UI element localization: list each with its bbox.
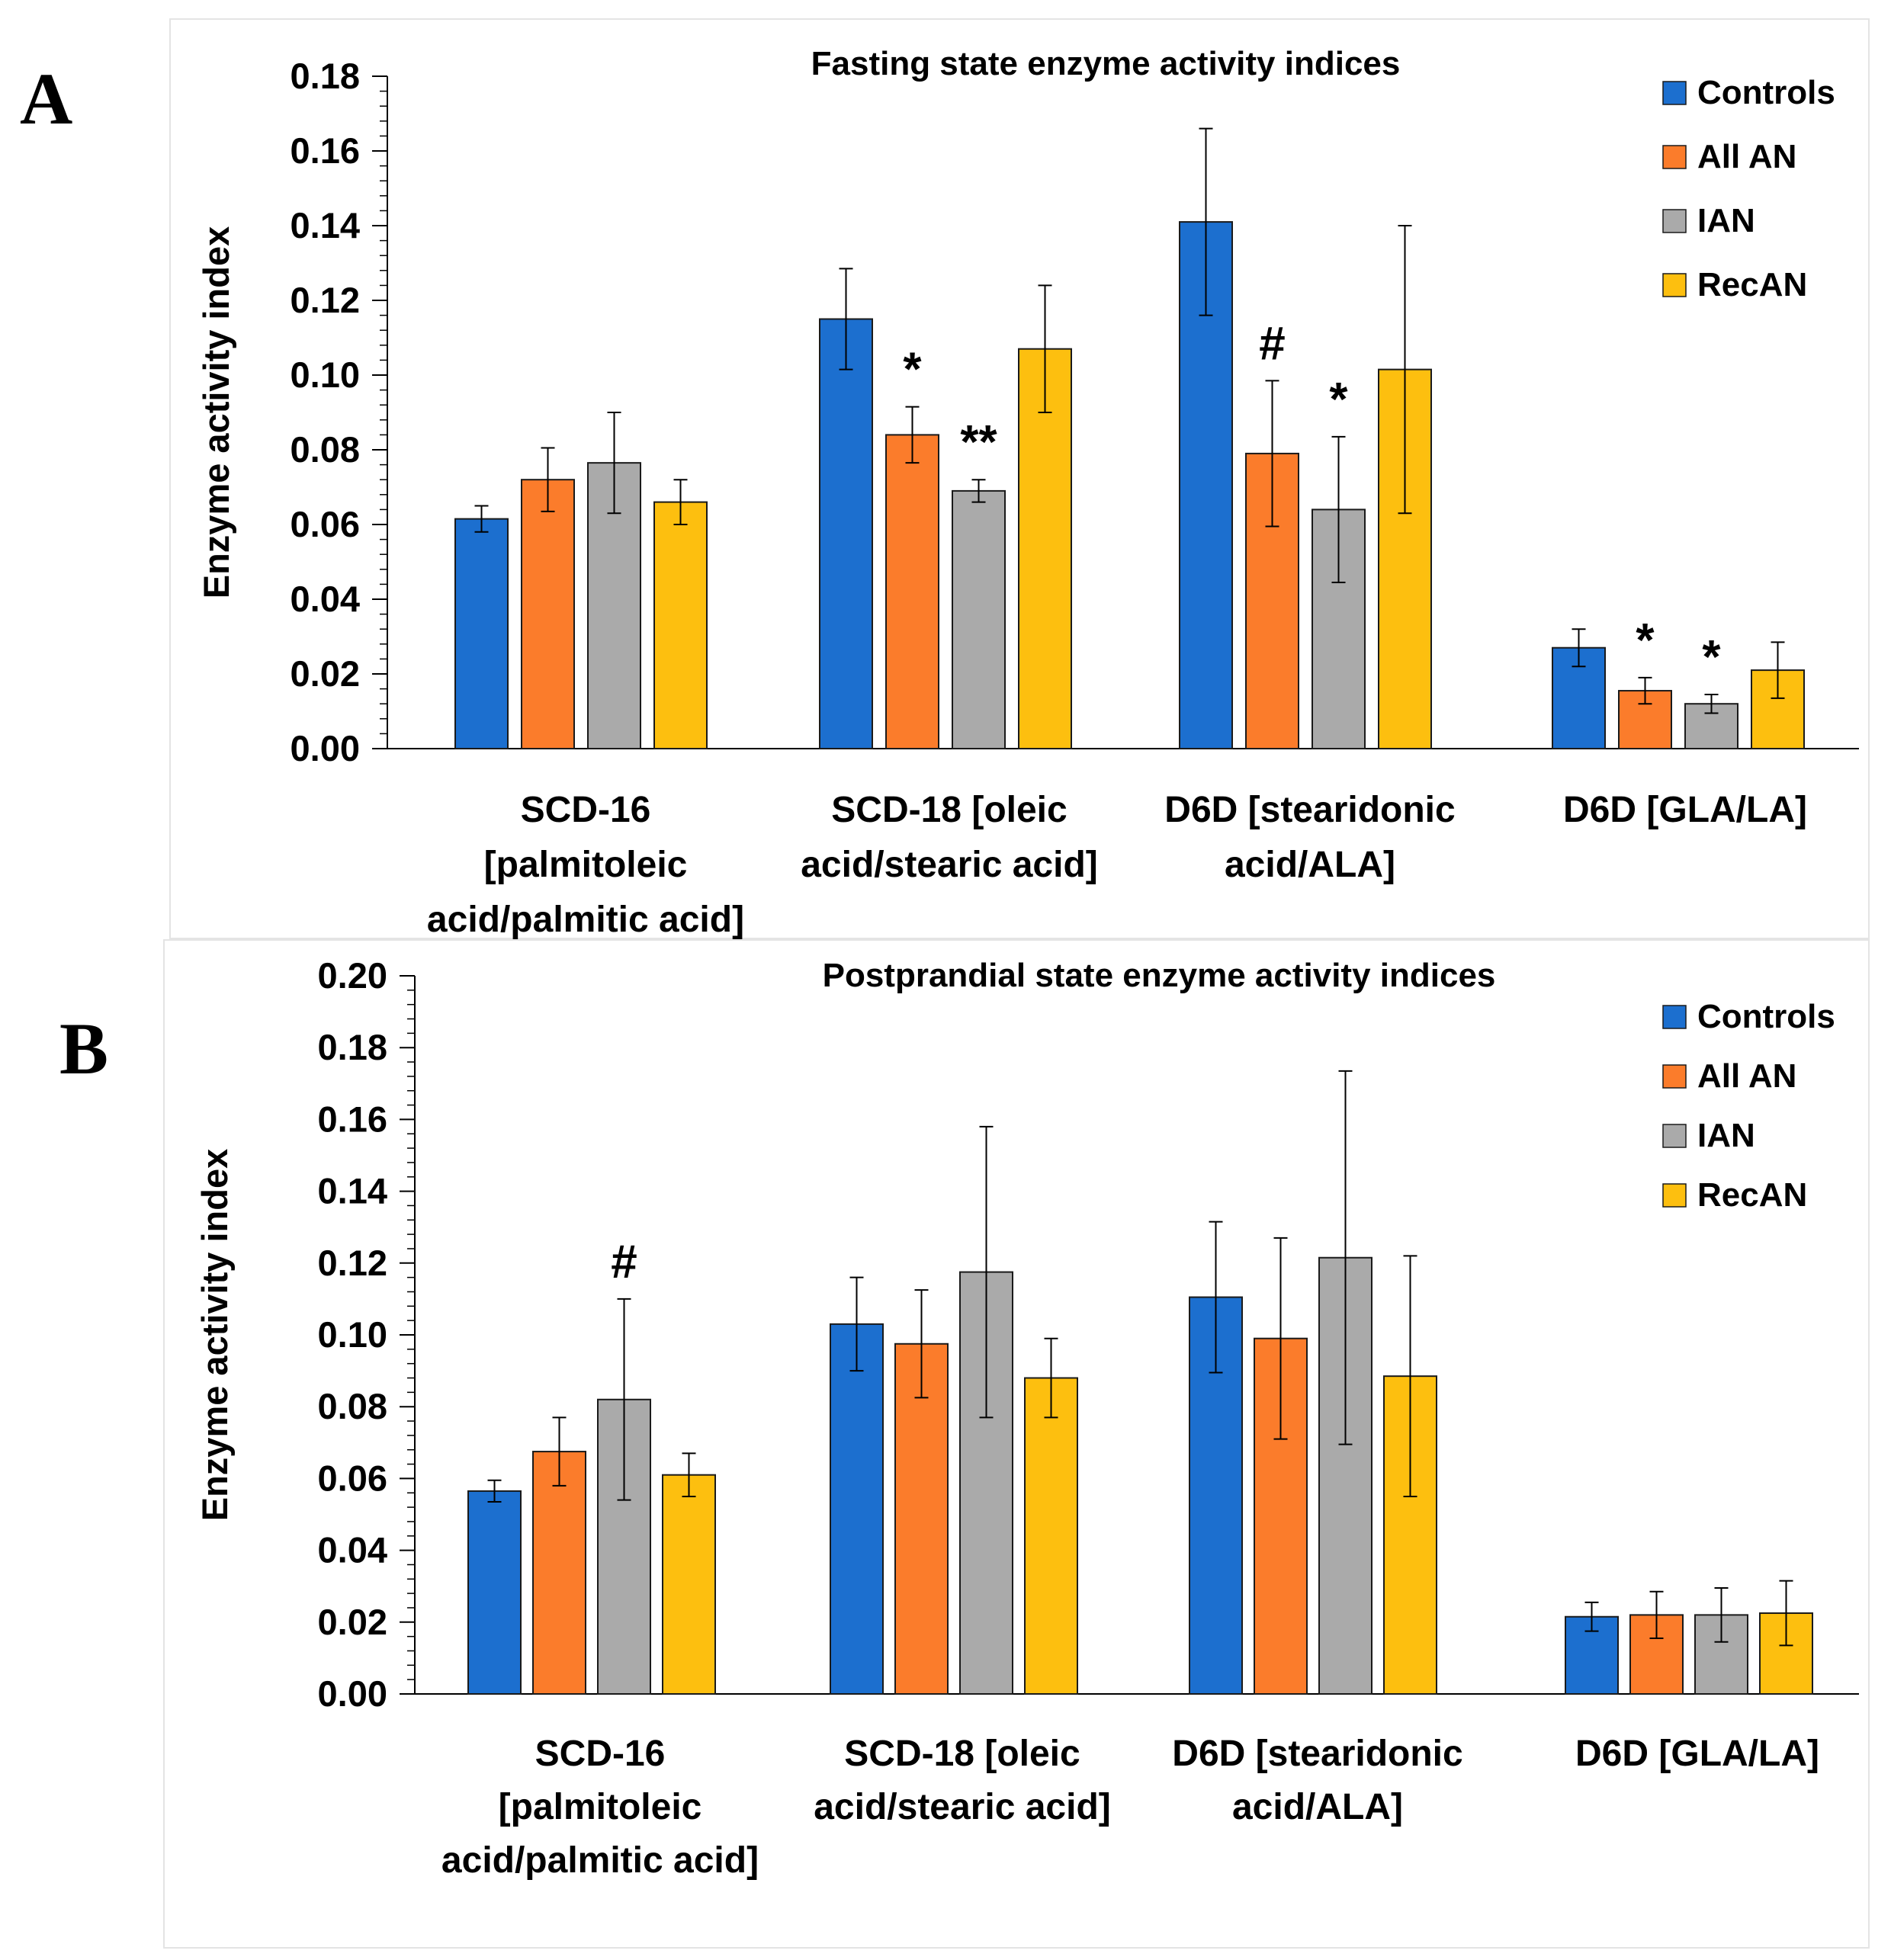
y-tick-label: 0.12 [318,1243,387,1283]
significance-marker: # [611,1236,637,1288]
category-label: acid/palmitic acid] [427,900,744,940]
bar [1759,1612,1813,1695]
y-tick-label: 0.14 [291,205,360,245]
category-label: SCD-18 [oleic [844,1734,1080,1774]
significance-marker: # [1259,317,1285,370]
y-tick-label: 0.14 [318,1171,387,1211]
category-label: acid/stearic acid] [801,845,1098,885]
bar [662,1474,716,1695]
legend-swatch [1662,1064,1687,1089]
significance-marker: * [1702,631,1721,684]
bar [653,501,708,749]
significance-marker: ** [960,416,997,469]
bar [1018,348,1072,749]
category-label: [palmitoleic [484,845,688,885]
y-tick-label: 0.10 [291,354,360,395]
category-label: acid/stearic acid] [814,1787,1111,1827]
category-label: SCD-16 [535,1734,666,1774]
panel-letter-a: A [20,58,73,140]
y-tick-label: 0.08 [291,429,360,470]
y-tick-label: 0.04 [291,579,360,619]
legend-label: RecAN [1697,266,1807,303]
legend-swatch [1662,145,1687,169]
legend-swatch [1662,209,1687,233]
chart-title: Postprandial state enzyme activity indic… [823,957,1496,994]
y-tick-label: 0.06 [291,504,360,544]
bar [952,489,1006,750]
panel-b-frame [163,939,1870,1949]
y-tick-label: 0.06 [318,1458,387,1498]
y-tick-label: 0.02 [291,653,360,694]
category-label: acid/ALA] [1225,845,1395,885]
y-tick-label: 0.04 [318,1530,387,1570]
y-axis-title: Enzyme activity index [196,226,236,598]
legend-swatch [1662,81,1687,105]
y-tick-label: 0.10 [318,1314,387,1355]
category-label: D6D [GLA/LA] [1563,790,1807,830]
y-tick-label: 0.02 [318,1602,387,1642]
legend-label: Controls [1697,998,1835,1035]
bar [830,1323,884,1695]
category-label: D6D [stearidonic [1172,1734,1462,1774]
legend-label: Controls [1697,74,1835,111]
bar [521,479,575,749]
bar [1024,1377,1078,1695]
bar [894,1342,949,1695]
bar [885,434,939,750]
y-tick-label: 0.00 [318,1673,387,1714]
bar [532,1451,586,1695]
category-label: SCD-18 [oleic [831,790,1067,830]
legend-swatch [1662,1005,1687,1029]
chart-postprandial: Postprandial state enzyme activity indic… [194,955,1859,1881]
legend-swatch [1662,273,1687,297]
category-label: D6D [GLA/LA] [1575,1734,1819,1774]
category-label: acid/ALA] [1232,1787,1403,1827]
legend-label: IAN [1697,202,1755,239]
y-tick-label: 0.16 [291,130,360,171]
category-label: D6D [stearidonic [1164,790,1455,830]
y-tick-label: 0.00 [291,728,360,768]
y-tick-label: 0.16 [318,1099,387,1139]
bar [454,518,509,750]
y-tick-label: 0.20 [318,955,387,996]
y-axis-title: Enzyme activity index [194,1149,235,1521]
y-tick-label: 0.18 [291,56,360,96]
panel-letter-b: B [59,1008,109,1089]
y-tick-label: 0.18 [318,1027,387,1067]
significance-marker: * [1636,614,1655,667]
category-label: SCD-16 [521,790,651,830]
y-tick-label: 0.08 [318,1386,387,1426]
legend-label: All AN [1697,1057,1796,1095]
chart-fasting: Fasting state enzyme activity indices 0.0… [196,45,1859,940]
legend-swatch [1662,1124,1687,1148]
category-label: [palmitoleic [499,1787,702,1827]
legend-swatch [1662,1183,1687,1208]
legend-label: RecAN [1697,1176,1807,1214]
chart-title: Fasting state enzyme activity indices [811,45,1401,82]
bar [819,318,873,749]
significance-marker: * [1329,374,1348,426]
legend-label: IAN [1697,1117,1755,1154]
significance-marker: * [903,344,922,396]
legend-label: All AN [1697,138,1796,175]
category-label: acid/palmitic acid] [441,1840,759,1881]
bar [467,1490,522,1695]
y-tick-label: 0.12 [291,280,360,320]
